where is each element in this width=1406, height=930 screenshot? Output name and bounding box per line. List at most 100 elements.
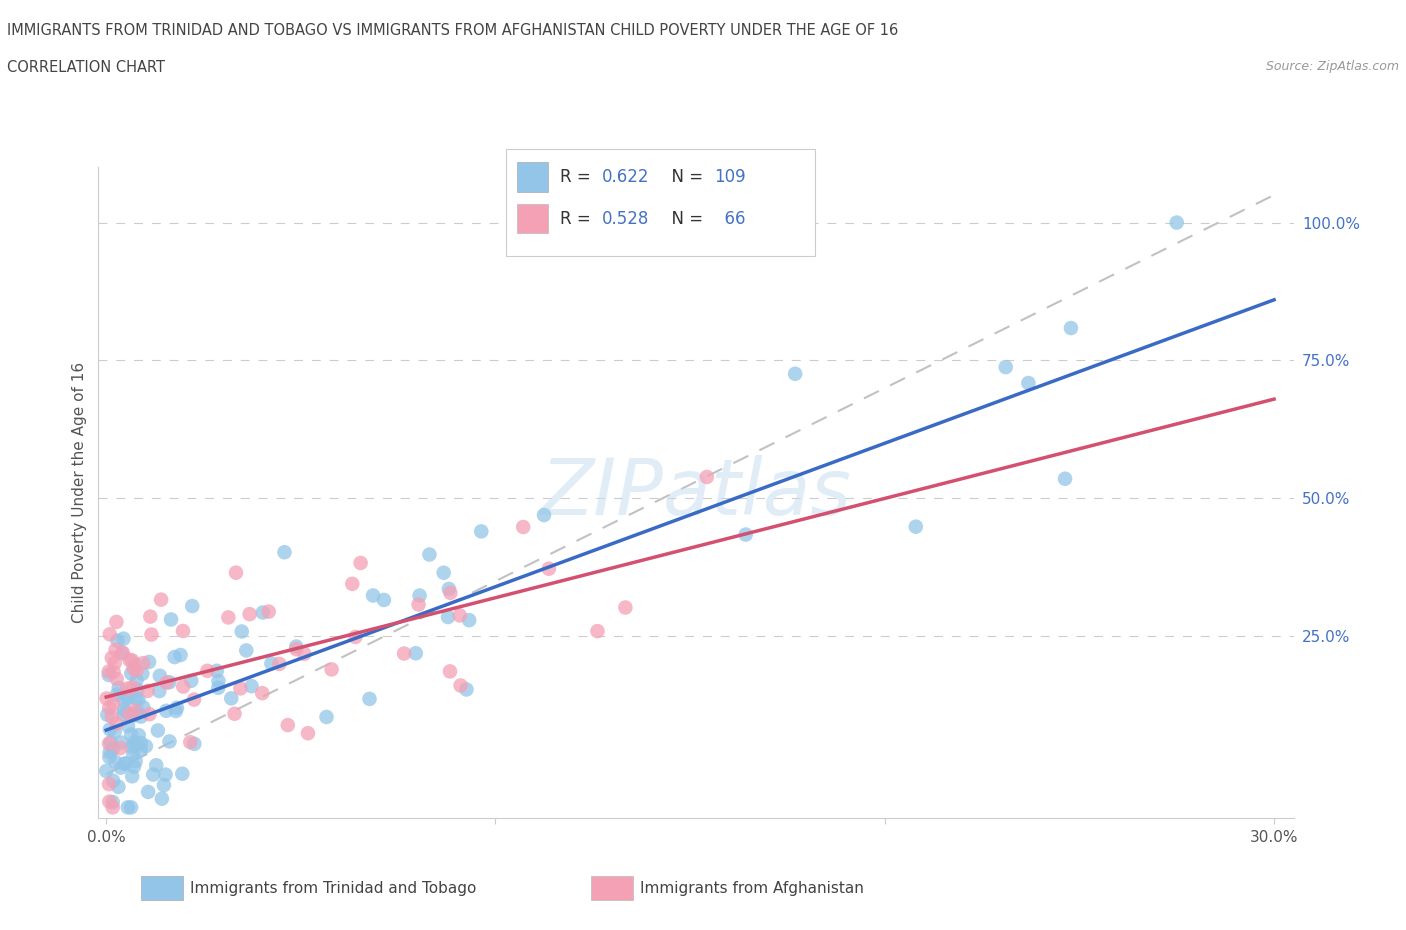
Point: [128, 727, 150, 742]
Point: [405, 645, 427, 660]
Point: [138, 707, 160, 722]
Point: [277, 718, 299, 733]
Point: [104, 643, 127, 658]
Text: R =: R =: [560, 167, 596, 186]
Point: [107, 633, 129, 648]
Text: Immigrants from Trinidad and Tobago: Immigrants from Trinidad and Tobago: [190, 881, 477, 896]
Point: [103, 664, 125, 679]
Point: [148, 684, 170, 698]
Point: [172, 679, 194, 694]
Point: [98, 700, 121, 715]
Point: [128, 692, 150, 707]
Point: [118, 707, 141, 722]
Point: [373, 592, 395, 607]
Point: [125, 691, 148, 706]
Point: [418, 547, 440, 562]
Point: [115, 705, 138, 720]
Point: [994, 360, 1017, 375]
Point: [159, 734, 181, 749]
Point: [136, 684, 159, 698]
Point: [456, 682, 478, 697]
Point: [155, 767, 177, 782]
Point: [285, 642, 308, 657]
Point: [297, 725, 319, 740]
Point: [172, 766, 194, 781]
Point: [260, 656, 283, 671]
Text: 109: 109: [714, 167, 745, 186]
Point: [98, 722, 121, 737]
Point: [904, 519, 927, 534]
Text: IMMIGRANTS FROM TRINIDAD AND TOBAGO VS IMMIGRANTS FROM AFGHANISTAN CHILD POVERTY: IMMIGRANTS FROM TRINIDAD AND TOBAGO VS I…: [7, 23, 898, 38]
Point: [97, 668, 120, 683]
Point: [257, 604, 280, 619]
Point: [785, 366, 807, 381]
Point: [1060, 321, 1083, 336]
Point: [315, 710, 337, 724]
Point: [107, 681, 129, 696]
Point: [160, 612, 183, 627]
Point: [121, 653, 143, 668]
Point: [141, 627, 163, 642]
Point: [111, 646, 134, 661]
Point: [124, 735, 146, 750]
Point: [139, 609, 162, 624]
Point: [105, 687, 128, 702]
Point: [408, 597, 430, 612]
Point: [110, 740, 132, 755]
Point: [124, 657, 146, 671]
Text: ZIPatlas: ZIPatlas: [540, 455, 852, 531]
Point: [120, 727, 142, 742]
Point: [458, 613, 481, 628]
Point: [392, 646, 415, 661]
Point: [104, 656, 127, 671]
Point: [157, 675, 180, 690]
Point: [342, 577, 364, 591]
Point: [195, 663, 218, 678]
Point: [101, 794, 124, 809]
Point: [169, 647, 191, 662]
Point: [101, 800, 124, 815]
Point: [97, 664, 120, 679]
Point: [121, 739, 143, 754]
Point: [207, 673, 229, 688]
Point: [292, 646, 315, 661]
Point: [172, 623, 194, 638]
Point: [163, 650, 186, 665]
Point: [1054, 472, 1077, 486]
Point: [103, 696, 125, 711]
Point: [105, 716, 128, 731]
Text: 66: 66: [714, 209, 745, 228]
Point: [433, 565, 456, 580]
Point: [121, 769, 143, 784]
Point: [117, 690, 139, 705]
Point: [180, 673, 202, 688]
Point: [359, 691, 381, 706]
Y-axis label: Child Poverty Under the Age of 16: Child Poverty Under the Age of 16: [72, 363, 87, 623]
Point: [450, 678, 472, 693]
Point: [132, 656, 155, 671]
Point: [240, 679, 263, 694]
Point: [98, 745, 121, 760]
Point: [586, 624, 609, 639]
Point: [112, 702, 135, 717]
Point: [150, 791, 173, 806]
Point: [96, 708, 118, 723]
Point: [344, 630, 367, 644]
Point: [166, 700, 188, 715]
Point: [115, 681, 138, 696]
Point: [145, 758, 167, 773]
Point: [98, 794, 121, 809]
Point: [107, 779, 129, 794]
Point: [100, 735, 122, 750]
Point: [225, 565, 247, 580]
Point: [101, 710, 124, 724]
Point: [117, 691, 139, 706]
Point: [153, 777, 176, 792]
Text: 0.622: 0.622: [602, 167, 650, 186]
Point: [349, 555, 371, 570]
Point: [104, 724, 127, 739]
Point: [129, 736, 152, 751]
Point: [361, 588, 384, 603]
Text: CORRELATION CHART: CORRELATION CHART: [7, 60, 165, 75]
Point: [165, 703, 187, 718]
